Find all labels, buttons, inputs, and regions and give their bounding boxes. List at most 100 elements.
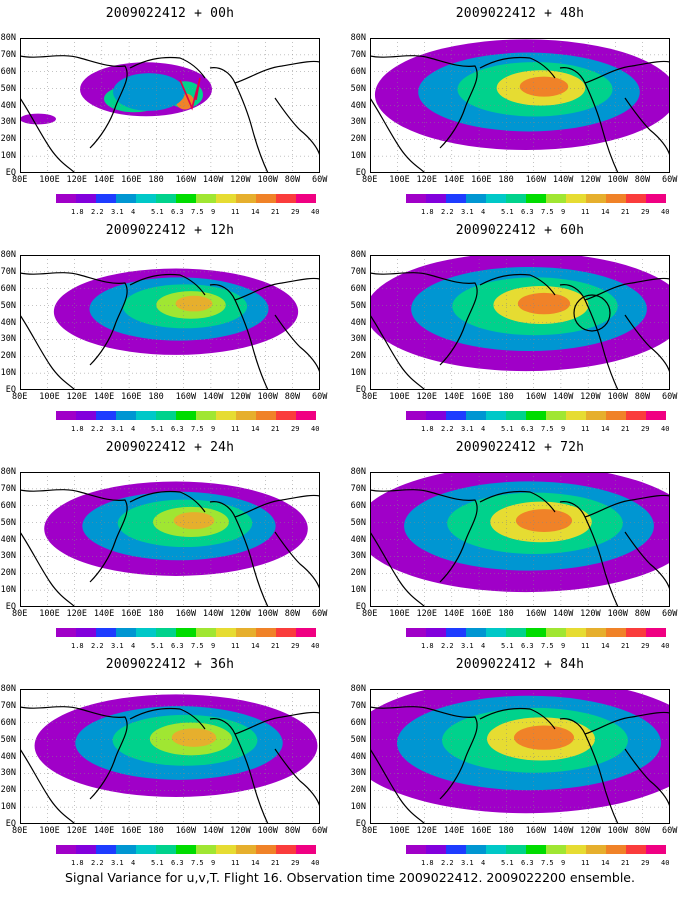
colorbar-swatch (646, 194, 666, 203)
colorbar-swatch (546, 845, 566, 854)
lon-tick-label: 60W (312, 609, 328, 619)
colorbar-label: 40 (311, 642, 320, 650)
variance-map (20, 689, 320, 824)
colorbar-swatch (136, 411, 156, 420)
lon-tick-label: 80W (634, 609, 651, 619)
lon-tick-label: 140W (552, 609, 574, 619)
lat-tick-label: 70N (350, 49, 366, 60)
lat-tick-label: 10N (0, 802, 16, 813)
lon-tick-label: 100W (257, 609, 278, 619)
colorbar-swatch (566, 628, 586, 637)
lon-tick-label: 160E (121, 609, 142, 619)
lon-tick-label: 120W (580, 609, 601, 619)
colorbar-label: 11 (581, 425, 590, 433)
variance-map (370, 255, 670, 390)
panel-title: 2009022412 + 60h (455, 223, 585, 238)
lon-tick-label: 160E (121, 175, 142, 185)
colorbar-label: 3.1 (461, 208, 474, 216)
lon-tick-label: 80W (634, 826, 651, 836)
colorbar-label: 9 (211, 208, 216, 216)
panel-title: 2009022412 + 24h (105, 440, 235, 455)
colorbar-label: 4 (131, 425, 136, 433)
colorbar-label: 11 (231, 642, 240, 650)
colorbar-swatch (486, 628, 506, 637)
colorbar-swatch (296, 845, 316, 854)
lat-tick-label: EQ (5, 385, 16, 395)
colorbar-swatch (76, 411, 96, 420)
colorbar-label: 29 (291, 859, 300, 867)
lon-tick-label: 180 (498, 609, 514, 619)
lat-tick-label: 40N (350, 534, 366, 545)
colorbar-label: 5.1 (501, 642, 514, 650)
colorbar-label: 29 (641, 642, 650, 650)
lat-tick-label: 60N (0, 283, 16, 294)
colorbar-swatch (486, 411, 506, 420)
map-frame (370, 689, 670, 824)
colorbar-label: 29 (641, 859, 650, 867)
colorbar-label: 3.1 (461, 859, 474, 867)
colorbar-label: 6.3 (521, 425, 534, 433)
colorbar-label: 9 (561, 208, 566, 216)
colorbar-swatch (276, 845, 296, 854)
map-frame (20, 472, 320, 607)
lon-tick-label: 160W (525, 392, 547, 402)
lon-tick-label: 140W (202, 175, 224, 185)
lat-tick-label: 50N (350, 517, 366, 528)
lat-tick-label: 80N (350, 467, 366, 477)
colorbar-label: 21 (621, 208, 630, 216)
lon-tick-label: 100E (39, 826, 60, 836)
colorbar-label: 2.2 (441, 208, 454, 216)
colorbar-label: 11 (581, 208, 590, 216)
colorbar-swatch (256, 845, 276, 854)
lon-tick-label: 160E (471, 609, 492, 619)
lon-tick-label: 160W (525, 609, 547, 619)
map-panel: 2009022412 + 48h 80N 70N 60N 50N 40N 30N 20N 10N… (350, 0, 690, 216)
lon-tick-label: 100W (257, 392, 278, 402)
colorbar-label: 40 (311, 425, 320, 433)
lon-tick-label: 120E (416, 392, 438, 402)
lon-tick-label: 160W (175, 609, 197, 619)
colorbar-swatch (606, 194, 626, 203)
colorbar-swatch (116, 194, 136, 203)
colorbar-swatch (446, 411, 466, 420)
lat-tick-label: 30N (0, 768, 16, 779)
coastline (20, 706, 320, 824)
colorbar-swatch (406, 411, 426, 420)
colorbar-label: 4 (131, 859, 136, 867)
colorbar-swatch (136, 194, 156, 203)
colorbar-swatch (646, 845, 666, 854)
colorbar-swatch (606, 411, 626, 420)
lat-tick-label: 70N (350, 700, 366, 711)
colorbar-label: 1.8 (421, 425, 434, 433)
colorbar-swatch (406, 194, 426, 203)
panel-title: 2009022412 + 12h (105, 223, 235, 238)
colorbar-label: 14 (251, 642, 260, 650)
colorbar-label: 14 (601, 208, 610, 216)
colorbar-label: 40 (311, 859, 320, 867)
colorbar-label: 4 (131, 208, 136, 216)
colorbar-swatch (96, 194, 116, 203)
lat-tick-label: 80N (350, 250, 366, 260)
colorbar-label: 3.1 (461, 642, 474, 650)
lon-tick-label: 80E (12, 392, 28, 402)
colorbar-swatch (426, 194, 446, 203)
colorbar-swatch (506, 411, 526, 420)
colorbar-swatch (566, 845, 586, 854)
variance-contour (20, 113, 56, 125)
colorbar-label: 11 (231, 425, 240, 433)
colorbar-label: 3.1 (111, 425, 124, 433)
lat-tick-label: 70N (350, 266, 366, 277)
colorbar-swatch (646, 628, 666, 637)
lat-tick-label: 50N (0, 300, 16, 311)
lon-tick-label: 100W (257, 175, 278, 185)
colorbar-label: 2.2 (441, 425, 454, 433)
colorbar-label: 6.3 (171, 425, 184, 433)
variance-map (20, 255, 320, 390)
colorbar-swatch (76, 845, 96, 854)
lon-tick-label: 60W (662, 175, 678, 185)
colorbar-label: 11 (581, 859, 590, 867)
colorbar-label: 2.2 (441, 642, 454, 650)
lon-tick-label: 140W (552, 826, 574, 836)
map-panel: 2009022412 + 60h 80N 70N 60N 50N 40N 30N 20N 10N… (350, 217, 690, 433)
colorbar-label: 5.1 (501, 425, 514, 433)
